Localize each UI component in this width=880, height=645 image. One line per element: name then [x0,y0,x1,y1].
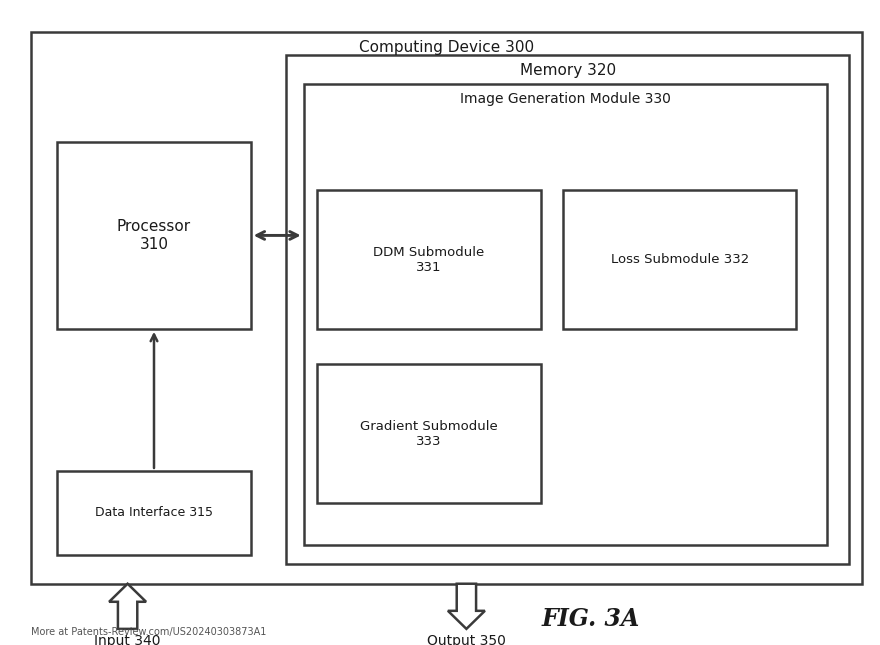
Bar [57,471,251,555]
Text: Processor
310: Processor 310 [117,219,191,252]
Bar [317,190,541,329]
Text: Memory 320: Memory 320 [519,63,616,77]
Text: More at Patents-Review.com/US20240303873A1: More at Patents-Review.com/US20240303873… [31,627,266,637]
Text: Loss Submodule 332: Loss Submodule 332 [611,253,749,266]
Polygon shape [109,584,146,629]
Bar [563,190,796,329]
Text: DDM Submodule
331: DDM Submodule 331 [373,246,485,273]
Text: Gradient Submodule
333: Gradient Submodule 333 [360,420,498,448]
Bar [31,32,862,584]
Text: Data Interface 315: Data Interface 315 [95,506,213,519]
Polygon shape [448,584,485,629]
Text: Computing Device 300: Computing Device 300 [359,40,534,55]
Bar [317,364,541,503]
Text: Image Generation Module 330: Image Generation Module 330 [460,92,671,106]
Text: Output 350: Output 350 [427,634,506,645]
Text: FIG. 3A: FIG. 3A [541,607,640,631]
Bar [57,142,251,329]
Bar [304,84,827,545]
Text: Input 340: Input 340 [94,634,161,645]
Bar [286,55,849,564]
